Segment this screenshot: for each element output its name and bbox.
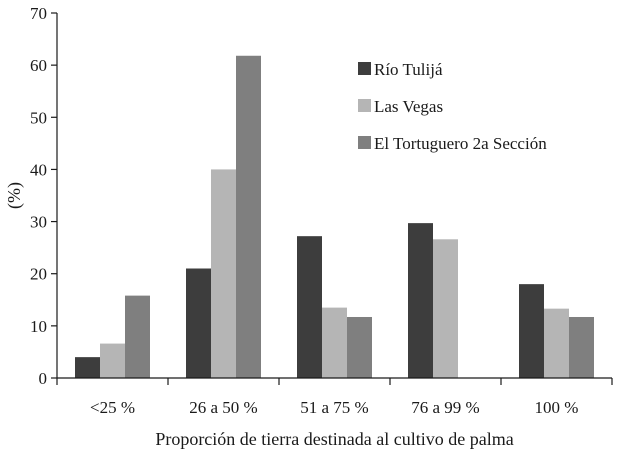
bar: [297, 236, 322, 378]
legend-label: Las Vegas: [374, 97, 443, 116]
legend-label: Río Tulijá: [374, 60, 443, 79]
x-tick-label: 100 %: [535, 398, 579, 417]
y-axis-ticks: 0 10 20 30 40 50 60 70: [30, 4, 57, 388]
bar: [569, 316, 594, 378]
y-tick-label: 10: [30, 317, 47, 336]
bar: [519, 284, 544, 378]
bar: [433, 239, 458, 378]
bar: [75, 357, 100, 378]
x-tick-label: <25 %: [90, 398, 135, 417]
bar: [408, 223, 433, 378]
x-tick-label: 26 a 50 %: [189, 398, 257, 417]
legend-swatch: [358, 136, 371, 149]
bar: [347, 316, 372, 378]
bar: [236, 55, 261, 378]
y-tick-label: 50: [30, 108, 47, 127]
bar: [125, 295, 150, 378]
legend-swatch: [358, 62, 371, 75]
bar: [544, 308, 569, 378]
y-tick-label: 60: [30, 56, 47, 75]
bar: [211, 169, 236, 378]
y-tick-label: 20: [30, 265, 47, 284]
bars: [75, 55, 594, 378]
bar: [322, 307, 347, 378]
legend-swatch: [358, 99, 371, 112]
y-tick-label: 30: [30, 213, 47, 232]
y-tick-label: 0: [39, 369, 48, 388]
x-tick-label: 51 a 75 %: [300, 398, 368, 417]
x-tick-label: 76 a 99 %: [411, 398, 479, 417]
bar: [186, 268, 211, 378]
x-axis-ticks: <25 % 26 a 50 % 51 a 75 % 76 a 99 % 100 %: [56, 378, 613, 417]
y-tick-label: 70: [30, 4, 47, 23]
bar: [100, 343, 125, 378]
legend-label: El Tortuguero 2a Sección: [374, 134, 547, 153]
legend: Río Tulijá Las Vegas El Tortuguero 2a Secc…: [358, 60, 547, 153]
x-axis-title: Proporción de tierra destinada al cultiv…: [155, 429, 513, 449]
y-axis-title: (%): [4, 182, 25, 209]
y-tick-label: 40: [30, 160, 47, 179]
